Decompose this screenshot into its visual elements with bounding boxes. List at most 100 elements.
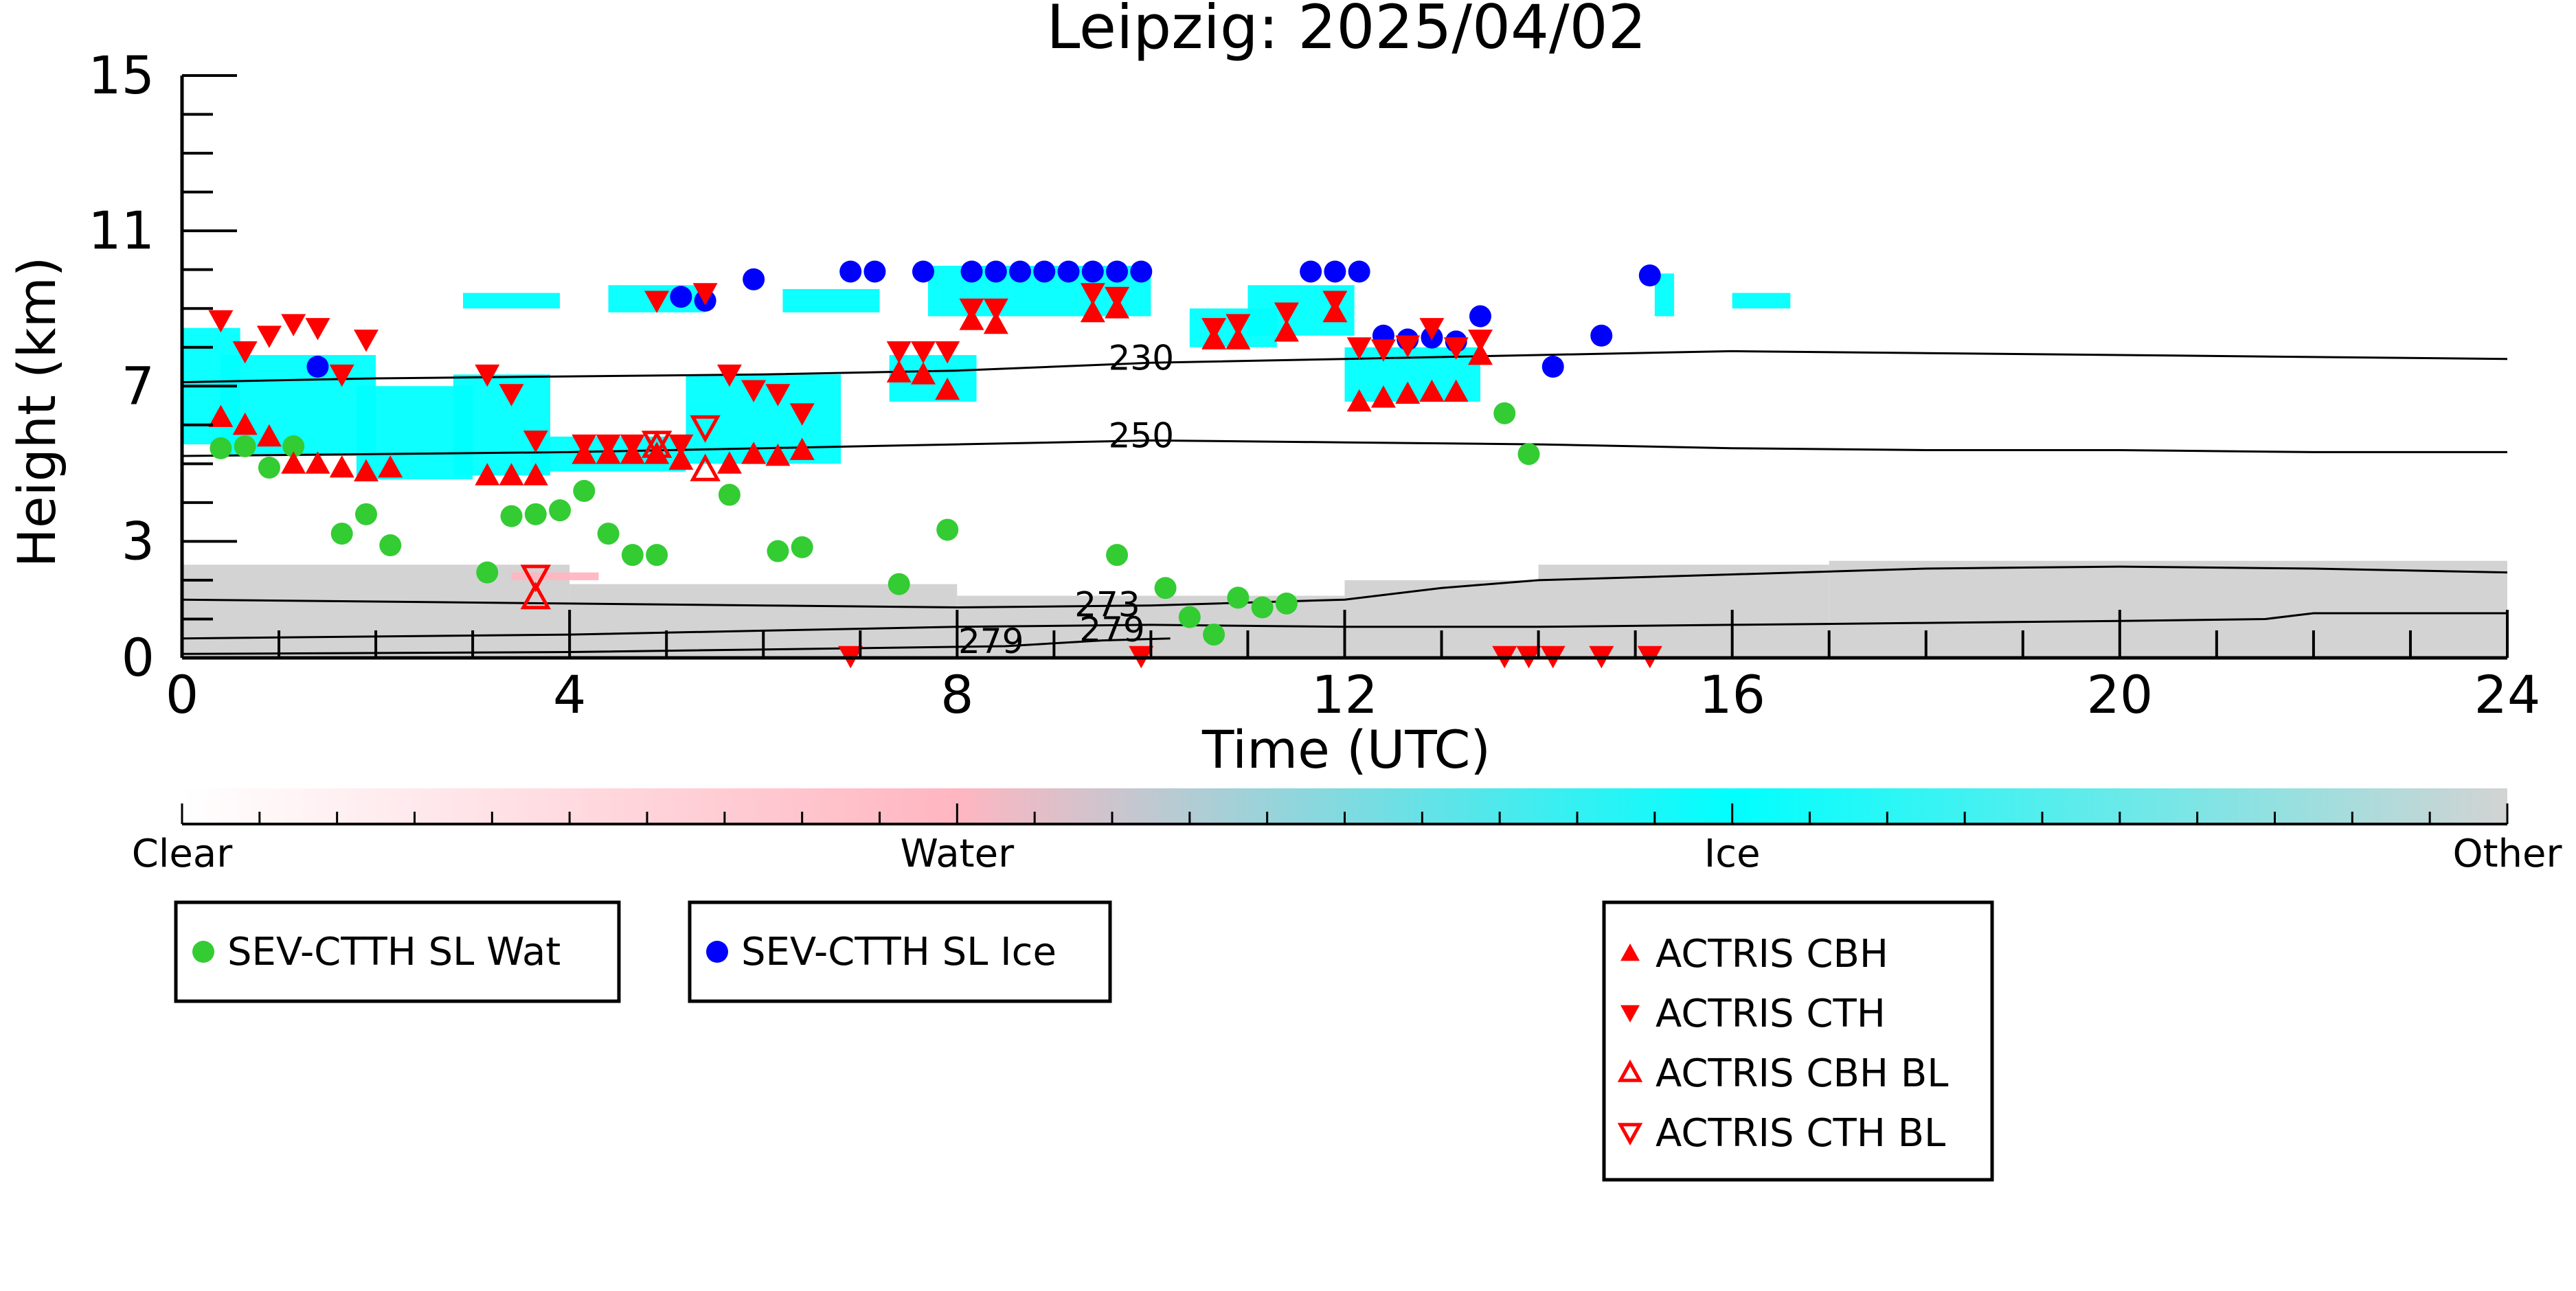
point-sev-ctth-sl-ice [1081,260,1104,283]
point-actris-cbh [668,447,694,470]
point-actris-cbh [1443,379,1469,402]
point-sev-ctth-sl-ice [1638,264,1661,287]
point-actris-cth [256,325,282,348]
point-actris-cbh [765,444,791,466]
point-sev-ctth-sl-ice [1009,260,1032,283]
legend-marker [1620,1005,1640,1022]
point-actris-cth [1322,290,1348,313]
legend-entry: ACTRIS CBH [1656,932,1888,976]
point-actris-cth [983,298,1008,321]
isotherm-line-279 [181,637,1171,655]
point-sev-ctth-sl-ice [1033,260,1056,283]
point-sev-ctth-sl-wat [597,523,620,545]
point-sev-ctth-sl-ice [984,260,1007,283]
point-sev-ctth-sl-wat [767,540,789,562]
point-sev-ctth-sl-ice [1130,260,1153,283]
cloud-mask-other [1538,564,1829,658]
point-actris-cth [789,403,815,426]
cloud-mask-ice [782,288,880,312]
point-sev-ctth-sl-wat [936,518,959,541]
point-actris-cth [692,283,718,306]
legend-entry: SEV-CTTH SL Ice [741,930,1057,974]
point-actris-cbh-bl [690,453,721,481]
point-sev-ctth-sl-wat [1227,586,1250,609]
legend-marker [706,941,728,963]
isotherm-label: 250 [1109,415,1174,455]
legend-satellite: SEV-CTTH SL Wat SEV-CTTH SL Ice [174,900,1112,1003]
point-sev-ctth-sl-wat [1251,596,1274,619]
y-axis-label: Height (km) [6,257,67,568]
point-actris-cth [644,290,670,313]
point-sev-ctth-sl-wat [258,456,280,479]
point-sev-ctth-sl-ice [1057,260,1080,283]
point-sev-ctth-sl-wat [500,505,523,527]
point-actris-cbh [256,424,282,447]
legend-entry: ACTRIS CBH BL [1656,1051,1948,1096]
point-actris-cbh [1274,319,1299,342]
point-sev-ctth-sl-ice [1300,260,1322,283]
x-tick-label: 12 [1311,664,1378,725]
point-sev-ctth-sl-wat [1275,592,1298,615]
legend-marker [192,941,214,963]
point-sev-ctth-sl-wat [1517,443,1540,466]
point-actris-cth [572,434,597,457]
point-actris-cbh [523,463,548,485]
legend-marker [1617,1123,1643,1146]
colorbar-label: Clear [132,832,233,876]
point-actris-cbh-bl [520,582,552,610]
cloud-mask-other [1829,560,2507,658]
x-axis-label: Time (UTC) [1201,719,1491,780]
chart-title: Leipzig: 2025/04/02 [1046,0,1646,62]
point-actris-cth [1370,339,1396,362]
point-actris-cth [232,341,258,364]
point-actris-cbh [1419,379,1445,402]
legend-entry: ACTRIS CTH BL [1656,1111,1945,1156]
point-sev-ctth-sl-wat [646,544,668,567]
cloud-mask-water [511,572,599,580]
point-actris-cbh [1395,381,1421,404]
isotherm-line-250 [181,439,2507,457]
point-actris-cbh [208,404,234,427]
point-actris-cbh [1346,389,1372,412]
x-tick-label: 16 [1699,664,1765,725]
legend-marker [1620,944,1640,961]
point-sev-ctth-sl-ice [1324,260,1346,283]
legend-entry: SEV-CTTH SL Wat [227,930,561,974]
y-tick-label: 11 [88,200,155,261]
point-sev-ctth-sl-ice [1106,260,1129,283]
point-sev-ctth-sl-ice [960,260,983,283]
point-actris-cbh [1225,327,1251,350]
point-sev-ctth-sl-ice [912,260,934,283]
point-sev-ctth-sl-wat [210,437,232,459]
point-actris-cth-bl [690,415,721,443]
point-sev-ctth-sl-wat [718,483,741,506]
point-actris-cbh [935,377,960,400]
y-tick-label: 0 [122,627,155,688]
cloud-mask-ice [1732,293,1791,309]
point-sev-ctth-sl-ice [743,268,765,290]
point-sev-ctth-sl-wat [234,435,256,457]
point-actris-cbh [305,451,330,474]
x-tick-label: 0 [166,664,199,725]
legend-box [174,900,621,1003]
point-sev-ctth-sl-ice [839,260,862,283]
point-sev-ctth-sl-wat [379,534,402,557]
point-actris-cth [1080,283,1105,306]
point-sev-ctth-sl-wat [476,561,499,584]
point-actris-cth [1395,335,1421,358]
point-actris-cbh [741,442,767,464]
point-actris-cth [886,341,912,364]
point-sev-ctth-sl-ice [1469,305,1491,328]
point-sev-ctth-sl-wat [791,536,813,558]
cloud-mask-ice [463,293,561,309]
point-actris-cth [475,364,500,387]
point-actris-cbh [983,311,1008,334]
point-actris-cth [208,310,234,333]
point-actris-cbh [354,459,379,481]
point-sev-ctth-sl-ice [306,356,329,378]
point-actris-cbh [911,362,936,385]
point-sev-ctth-sl-wat [330,523,353,545]
point-actris-cth [741,380,767,402]
